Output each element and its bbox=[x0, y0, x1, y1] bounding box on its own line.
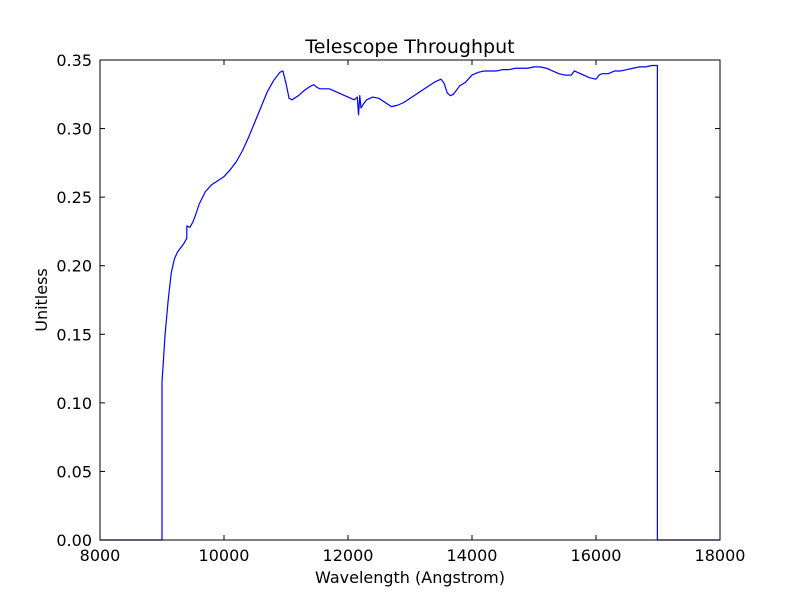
y-tick-label: 0.35 bbox=[56, 51, 92, 70]
ticks-layer: 8000 10000 12000 14000 16000 18000 0.00 0.05 0.1… bbox=[56, 51, 745, 565]
chart-title: Telescope Throughput bbox=[304, 36, 514, 58]
x-axis-title: Wavelength (Angstrom) bbox=[315, 568, 505, 587]
plot-layer bbox=[100, 64, 720, 541]
x-tick-label: 18000 bbox=[695, 546, 746, 565]
x-tick-label: 16000 bbox=[571, 546, 622, 565]
y-tick-label: 0.25 bbox=[56, 188, 92, 207]
x-tick-label: 12000 bbox=[323, 546, 374, 565]
y-tick-label: 0.00 bbox=[56, 531, 92, 550]
x-tick-label: 10000 bbox=[199, 546, 250, 565]
x-tick-label: 14000 bbox=[447, 546, 498, 565]
series-line-0 bbox=[100, 64, 720, 541]
x-tick-label: 8000 bbox=[80, 546, 121, 565]
plot-frame bbox=[99, 59, 721, 541]
y-axis-title: Unitless bbox=[32, 268, 51, 332]
y-tick-label: 0.15 bbox=[56, 325, 92, 344]
y-tick-label: 0.05 bbox=[56, 462, 92, 481]
y-tick-label: 0.30 bbox=[56, 120, 92, 139]
y-tick-label: 0.10 bbox=[56, 394, 92, 413]
y-tick-label: 0.20 bbox=[56, 257, 92, 276]
